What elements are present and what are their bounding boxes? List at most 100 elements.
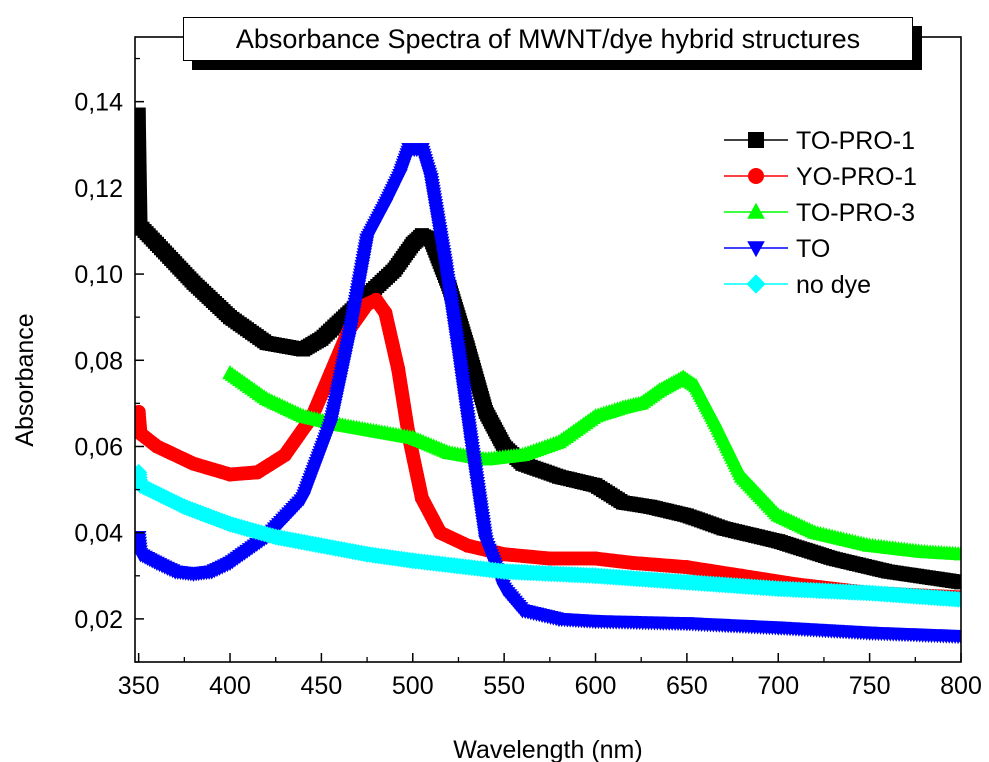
- x-tick-label: 700: [757, 672, 799, 700]
- data-point: [478, 451, 494, 466]
- data-point: [497, 439, 512, 454]
- data-point: [295, 492, 311, 507]
- legend-label: TO-PRO-3: [796, 199, 915, 227]
- data-point: [953, 630, 961, 645]
- data-point: [954, 575, 961, 590]
- data-point: [369, 292, 384, 307]
- data-point: [404, 552, 422, 570]
- data-point: [135, 219, 148, 234]
- y-axis-label: Absorbance: [11, 313, 39, 446]
- data-point: [807, 524, 823, 539]
- data-point: [149, 236, 164, 251]
- data-point: [478, 405, 493, 419]
- x-axis-label: Wavelength (nm): [453, 736, 642, 762]
- data-point: [341, 332, 357, 347]
- legend-marker: [746, 274, 766, 294]
- data-point: [135, 531, 147, 546]
- data-point: [433, 525, 448, 540]
- data-point: [514, 604, 531, 619]
- legend-item: YO-PRO-1: [724, 163, 917, 191]
- data-point: [424, 232, 439, 247]
- data-point: [401, 143, 417, 158]
- data-point: [149, 439, 164, 454]
- series-no-dye: [135, 463, 961, 608]
- data-point: [267, 528, 285, 546]
- data-point: [514, 447, 531, 462]
- x-tick-label: 350: [118, 672, 160, 700]
- data-point: [679, 560, 694, 575]
- data-point: [295, 408, 311, 423]
- y-tick-label: 0,06: [74, 433, 123, 461]
- data-point: [678, 573, 696, 591]
- data-point: [135, 405, 146, 419]
- data-point: [588, 551, 603, 566]
- data-point: [716, 521, 731, 536]
- data-point: [185, 567, 202, 582]
- data-point: [135, 426, 148, 441]
- series-markers: [135, 463, 961, 608]
- data-point: [460, 538, 475, 553]
- data-point: [769, 580, 787, 598]
- data-point: [221, 515, 239, 533]
- legend: TO-PRO-1 YO-PRO-1 TO-PRO-3 TO no dye: [724, 127, 917, 299]
- data-point: [633, 395, 649, 410]
- data-point: [679, 617, 695, 632]
- data-point: [331, 416, 348, 431]
- legend-marker: [747, 202, 765, 219]
- data-point: [314, 331, 329, 346]
- data-point: [495, 563, 513, 580]
- data-point: [322, 418, 339, 433]
- data-point: [625, 555, 640, 570]
- data-point: [368, 423, 384, 438]
- data-point: [551, 434, 567, 449]
- data-point: [405, 429, 421, 444]
- data-point: [441, 444, 458, 459]
- data-point: [149, 556, 165, 571]
- legend-item: TO-PRO-1: [724, 127, 915, 155]
- legend-label: TO-PRO-1: [796, 127, 915, 155]
- data-point: [391, 361, 406, 376]
- data-point: [770, 507, 786, 522]
- data-point: [615, 399, 631, 414]
- data-point: [392, 168, 408, 183]
- data-point: [222, 556, 238, 571]
- data-point: [223, 467, 238, 482]
- data-point: [167, 565, 183, 580]
- chart-title: Absorbance Spectra of MWNT/dye hybrid st…: [183, 17, 913, 61]
- legend-label: TO: [796, 235, 830, 263]
- data-point: [463, 436, 479, 451]
- data-point: [679, 508, 694, 523]
- data-point: [387, 262, 402, 277]
- data-point: [587, 615, 604, 630]
- data-point: [414, 143, 430, 158]
- legend-marker: [748, 168, 764, 184]
- data-point: [916, 544, 933, 559]
- series-to: [135, 143, 961, 645]
- data-point: [706, 412, 722, 427]
- data-point: [359, 233, 375, 248]
- data-point: [175, 498, 193, 516]
- data-point: [861, 537, 878, 552]
- data-point: [880, 564, 895, 579]
- data-point: [135, 548, 149, 563]
- data-point: [861, 584, 879, 602]
- x-tick-label: 650: [666, 672, 708, 700]
- data-point: [688, 378, 704, 393]
- series-to-pro-3: [222, 365, 961, 561]
- y-tick-label: 0,14: [74, 89, 123, 117]
- data-point: [377, 199, 394, 214]
- x-tick-label: 600: [575, 672, 617, 700]
- data-point: [312, 537, 330, 555]
- data-point: [423, 173, 439, 188]
- data-point: [222, 365, 238, 380]
- data-point: [450, 345, 467, 360]
- data-point: [675, 369, 691, 384]
- data-point: [414, 491, 429, 506]
- x-tick-label: 550: [483, 672, 525, 700]
- y-tick-label: 0,12: [74, 175, 123, 203]
- data-point: [204, 565, 220, 580]
- x-tick-label: 800: [940, 672, 982, 700]
- axis-layer: 350 400 450 500 550 600 650 700 750 800 0,02 0,04 0,…: [74, 57, 982, 700]
- data-point: [542, 551, 557, 566]
